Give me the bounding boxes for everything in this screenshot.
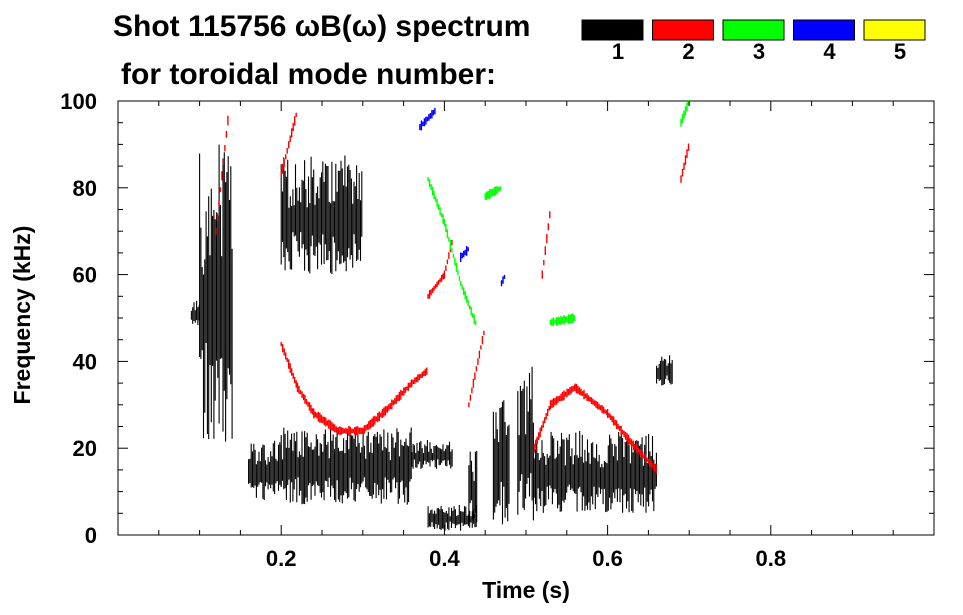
series-2-ridge-2 xyxy=(215,115,229,235)
series-3-ridge-1 xyxy=(484,186,501,200)
series-4 xyxy=(419,107,506,287)
legend-label-4: 4 xyxy=(823,39,836,64)
y-tick-label-1: 20 xyxy=(73,436,97,461)
legend: 1 2 3 4 5 xyxy=(581,19,926,64)
series-1 xyxy=(190,144,673,531)
series-4-ridge-2 xyxy=(500,274,506,287)
series-1-region-10 xyxy=(533,431,657,513)
series-1-region-4 xyxy=(411,440,453,469)
series-1-region-3 xyxy=(280,427,412,505)
legend-swatch-4 xyxy=(793,19,855,41)
legend-label-2: 2 xyxy=(682,39,694,64)
series-1-region-0 xyxy=(190,300,200,325)
series-3 xyxy=(427,100,690,327)
legend-label-3: 3 xyxy=(753,39,765,64)
series-3-ridge-3 xyxy=(680,100,690,127)
series-2-ridge-4 xyxy=(427,239,453,299)
legend-swatch-3 xyxy=(722,19,785,41)
y-tick-labels: 0 20 40 60 80 100 xyxy=(60,89,97,548)
series-1-region-1 xyxy=(199,144,233,442)
x-tick-label-0: 0.2 xyxy=(266,546,297,571)
series-2-ridge-1 xyxy=(533,383,657,475)
legend-swatch-1 xyxy=(581,19,644,41)
y-axis-label: Frequency (kHz) xyxy=(9,226,35,405)
x-tick-label-3: 0.8 xyxy=(756,546,787,571)
series-2-ridge-7 xyxy=(680,143,690,183)
series-2-ridge-5 xyxy=(468,330,485,408)
x-tick-labels: 0.2 0.4 0.6 0.8 xyxy=(266,546,786,571)
series-2-ridge-3 xyxy=(280,112,297,178)
legend-swatch-5 xyxy=(863,19,926,41)
series-1-region-7 xyxy=(468,451,478,524)
series-3-ridge-0 xyxy=(427,177,477,326)
title-line1: Shot 115756 ωB(ω) spectrum xyxy=(113,10,530,43)
legend-swatch-2 xyxy=(652,19,714,41)
x-axis-label: Time (s) xyxy=(482,577,570,603)
series-1-region-9 xyxy=(517,366,534,521)
series-1-region-2 xyxy=(248,440,282,500)
y-tick-label-0: 0 xyxy=(85,523,97,548)
series-4-ridge-0 xyxy=(419,107,436,131)
series-1-region-8 xyxy=(492,400,510,525)
series-2 xyxy=(215,112,690,475)
series-4-ridge-1 xyxy=(460,246,469,262)
series-2-ridge-0 xyxy=(280,341,428,436)
x-tick-label-2: 0.6 xyxy=(592,546,623,571)
y-tick-label-4: 80 xyxy=(73,176,97,201)
series-1-region-5 xyxy=(280,155,363,274)
legend-label-1: 1 xyxy=(612,39,624,64)
series-1-region-11 xyxy=(656,355,673,386)
y-tick-label-5: 100 xyxy=(60,89,97,114)
spectrogram-data xyxy=(190,100,690,531)
legend-label-5: 5 xyxy=(894,39,906,64)
y-tick-label-2: 40 xyxy=(73,349,97,374)
title-line2: for toroidal mode number: xyxy=(121,58,496,91)
y-tick-label-3: 60 xyxy=(73,263,97,288)
x-tick-label-1: 0.4 xyxy=(429,546,460,571)
axis-ticks xyxy=(118,100,934,536)
series-2-ridge-6 xyxy=(541,211,551,279)
series-3-ridge-2 xyxy=(549,313,576,327)
series-1-region-6 xyxy=(427,505,477,531)
